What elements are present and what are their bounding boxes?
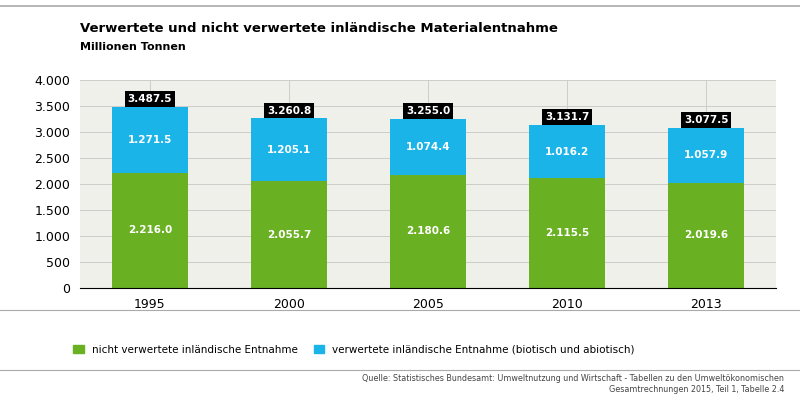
Text: Quelle: Statistisches Bundesamt: Umweltnutzung und Wirtschaft - Tabellen zu den : Quelle: Statistisches Bundesamt: Umweltn… <box>362 374 784 383</box>
Bar <box>112 173 188 288</box>
Text: 2.019.6: 2.019.6 <box>684 230 728 240</box>
Text: 3.487.5: 3.487.5 <box>128 94 172 104</box>
Bar <box>390 175 466 288</box>
Bar <box>250 181 327 288</box>
Bar <box>112 107 188 173</box>
Text: Millionen Tonnen: Millionen Tonnen <box>80 42 186 52</box>
Bar <box>529 178 606 288</box>
Text: 3.255.0: 3.255.0 <box>406 106 450 116</box>
Text: 2.055.7: 2.055.7 <box>266 230 311 240</box>
Text: 1.057.9: 1.057.9 <box>684 150 728 160</box>
Text: 1.074.4: 1.074.4 <box>406 142 450 152</box>
Text: 2.115.5: 2.115.5 <box>545 228 589 238</box>
Text: Gesamtrechnungen 2015, Teil 1, Tabelle 2.4: Gesamtrechnungen 2015, Teil 1, Tabelle 2… <box>609 385 784 394</box>
Text: 3.077.5: 3.077.5 <box>684 115 728 125</box>
Text: Verwertete und nicht verwertete inländische Materialentnahme: Verwertete und nicht verwertete inländis… <box>80 22 558 35</box>
Bar <box>529 125 606 178</box>
Text: 2.180.6: 2.180.6 <box>406 226 450 236</box>
Text: 2.216.0: 2.216.0 <box>128 225 172 235</box>
Text: 1.016.2: 1.016.2 <box>545 146 589 156</box>
Text: 1.205.1: 1.205.1 <box>267 145 311 155</box>
Legend: nicht verwertete inländische Entnahme, verwertete inländische Entnahme (biotisch: nicht verwertete inländische Entnahme, v… <box>70 340 639 359</box>
Text: 3.131.7: 3.131.7 <box>545 112 590 122</box>
Bar <box>390 119 466 175</box>
Text: 1.271.5: 1.271.5 <box>128 135 172 145</box>
Text: 3.260.8: 3.260.8 <box>267 106 311 116</box>
Bar <box>668 128 744 183</box>
Bar <box>250 118 327 181</box>
Bar <box>668 183 744 288</box>
